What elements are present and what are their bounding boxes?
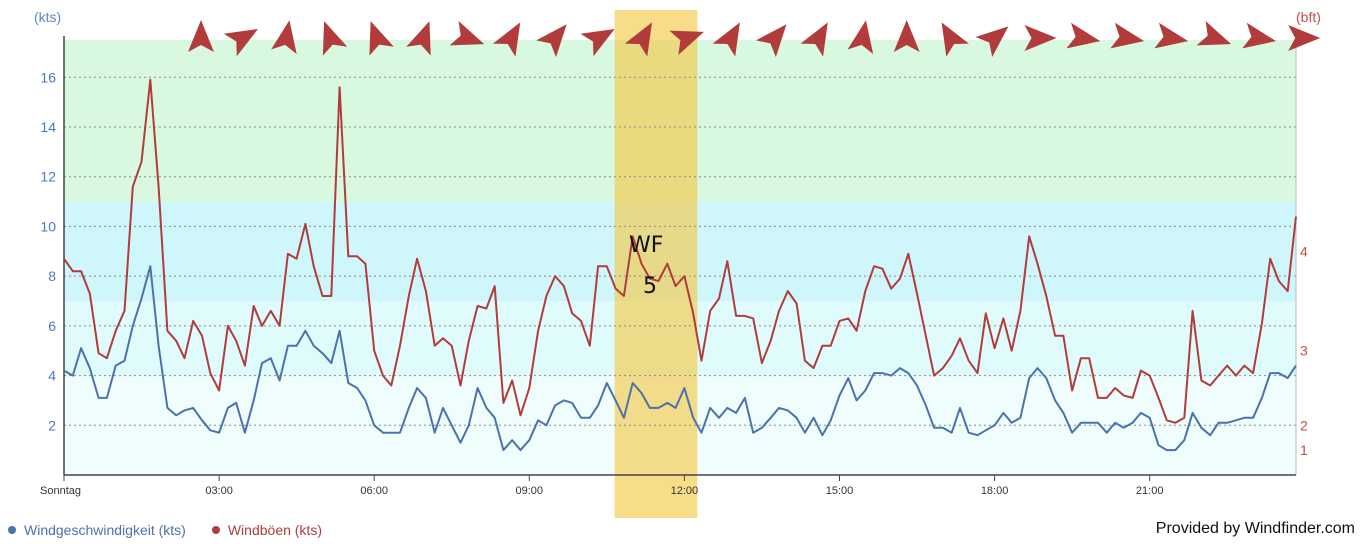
y-tick-4: 4 (48, 368, 56, 384)
wind-arrow-icon-9 (580, 29, 615, 57)
x-tick-15: 15:00 (826, 485, 854, 497)
annotation-line-2: 5 (643, 274, 657, 299)
annotation-line-1: WF (629, 233, 663, 258)
wind-arrow-icon-3 (322, 21, 348, 56)
wind-arrow-icon-24 (1242, 22, 1277, 49)
wind-arrow-icon-23 (1196, 20, 1232, 46)
series-line-speed (63, 265, 1297, 452)
y-tick-10: 10 (40, 218, 56, 234)
left-axis-unit: (kts) (34, 9, 61, 25)
series-line-gust (63, 78, 1297, 424)
wind-arrow-icon-6 (449, 20, 485, 46)
wind-arrow-icon-7 (492, 22, 521, 57)
y-tick-6: 6 (48, 318, 56, 334)
wind-arrow-icon-14 (800, 22, 828, 57)
x-tick-12: 12:00 (671, 485, 699, 497)
bft-tick-4: 4 (1300, 243, 1308, 259)
direction-arrows (188, 20, 1321, 58)
wind-arrow-icon-10 (624, 22, 652, 57)
wind-arrow-icon-0 (188, 20, 214, 52)
bft-tick-3: 3 (1300, 343, 1308, 359)
x-axis: Sonntag 03:00 06:00 09:00 12:00 15:00 18:00 21:… (40, 474, 1296, 497)
wind-arrow-icon-18 (975, 26, 1009, 57)
y-tick-2: 2 (48, 417, 56, 433)
gridlines (64, 76, 1296, 426)
y-tick-12: 12 (40, 169, 56, 185)
y-tick-16: 16 (40, 69, 56, 85)
wind-arrow-icon-16 (893, 20, 920, 52)
wind-arrow-icon-5 (406, 21, 431, 56)
legend-dot-gust (211, 526, 220, 534)
wind-arrow-icon-12 (712, 22, 740, 57)
x-tick-0: Sonntag (40, 485, 81, 497)
x-tick-21: 21:00 (1136, 485, 1164, 497)
wind-arrow-icon-21 (1110, 22, 1145, 49)
wind-arrow-icon-17 (941, 22, 969, 57)
x-tick-6: 06:00 (360, 485, 388, 497)
legend-item-gust[interactable]: Windböen (kts) (211, 522, 322, 538)
wind-arrow-icon-8 (536, 24, 567, 58)
wind-arrow-icon-15 (847, 20, 874, 55)
y-axis-left: (kts) 2 4 6 8 10 12 14 16 (34, 9, 65, 475)
legend-label-speed: Windgeschwindigkeit (kts) (24, 522, 186, 538)
legend-item-speed[interactable]: Windgeschwindigkeit (kts) (8, 522, 186, 538)
x-tick-3: 03:00 (205, 485, 233, 497)
wind-arrow-icon-4 (369, 21, 394, 56)
series-lines (63, 78, 1297, 452)
wind-arrow-icon-2 (271, 20, 297, 55)
wind-arrow-icon-13 (755, 24, 787, 58)
highlight-band (614, 10, 698, 518)
y-tick-14: 14 (40, 119, 56, 135)
annotation: WF 5 (629, 233, 663, 299)
right-axis-unit: (bft) (1296, 9, 1321, 25)
credit-text[interactable]: Provided by Windfinder.com (1155, 520, 1355, 537)
legend-label-gust: Windböen (kts) (227, 522, 322, 538)
bft-tick-1: 1 (1300, 442, 1308, 458)
x-tick-9: 09:00 (516, 485, 544, 497)
wind-arrow-icon-19 (1024, 25, 1057, 51)
y-axis-right: (bft) 1 2 3 4 (1295, 9, 1321, 475)
wind-arrow-icon-22 (1154, 22, 1189, 49)
wind-arrow-icon-11 (669, 30, 704, 56)
y-tick-8: 8 (48, 268, 56, 284)
wind-arrow-icon-1 (223, 29, 258, 57)
x-tick-18: 18:00 (981, 485, 1009, 497)
wind-arrow-icon-20 (1066, 22, 1101, 49)
legend: Windgeschwindigkeit (kts) Windböen (kts) (8, 522, 322, 538)
wind-arrow-icon-25 (1288, 25, 1321, 51)
legend-dot-speed (8, 526, 16, 534)
bft-tick-2: 2 (1300, 417, 1308, 433)
